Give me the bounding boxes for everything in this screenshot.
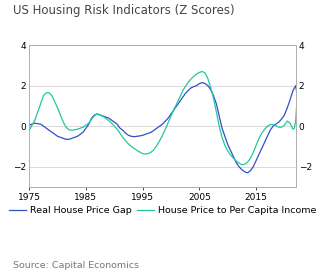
House Price to Per Capita Income [298, 80, 302, 83]
Text: Source: Capital Economics: Source: Capital Economics [13, 261, 139, 270]
House Price to Per Capita Income [195, 72, 199, 76]
House Price to Per Capita Income [27, 129, 31, 132]
Real House Price Gap [163, 120, 167, 123]
Real House Price Gap [27, 123, 31, 127]
Real House Price Gap [280, 117, 283, 121]
House Price to Per Capita Income [81, 126, 85, 129]
Real House Price Gap [104, 115, 108, 119]
Real House Price Gap [200, 81, 204, 84]
House Price to Per Capita Income [172, 108, 176, 111]
Legend: Real House Price Gap, House Price to Per Capita Income: Real House Price Gap, House Price to Per… [5, 203, 320, 219]
House Price to Per Capita Income [290, 124, 293, 128]
Real House Price Gap [246, 171, 250, 174]
House Price to Per Capita Income [240, 163, 244, 166]
House Price to Per Capita Income [294, 118, 298, 122]
Real House Price Gap [64, 138, 68, 141]
Real House Price Gap [144, 133, 148, 136]
Line: House Price to Per Capita Income: House Price to Per Capita Income [29, 72, 300, 165]
Text: US Housing Risk Indicators (Z Scores): US Housing Risk Indicators (Z Scores) [13, 4, 235, 17]
House Price to Per Capita Income [93, 114, 97, 117]
House Price to Per Capita Income [200, 70, 204, 73]
Line: Real House Price Gap: Real House Price Gap [29, 82, 299, 173]
Real House Price Gap [172, 108, 176, 112]
Real House Price Gap [297, 104, 301, 108]
